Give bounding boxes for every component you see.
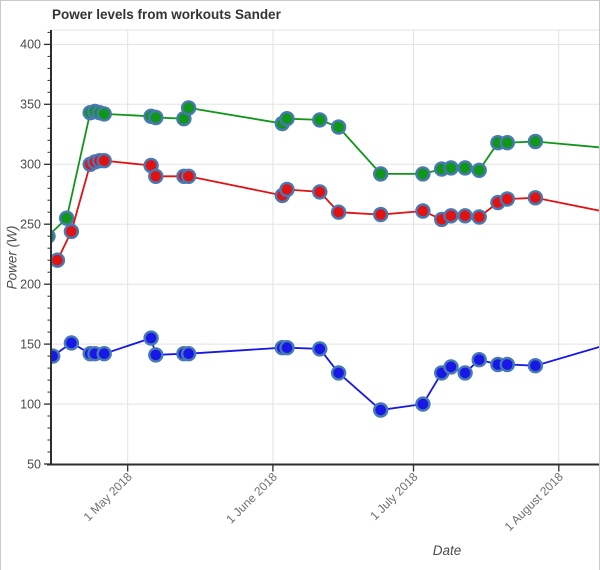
series-line-green xyxy=(51,106,599,235)
data-point-green[interactable] xyxy=(58,210,75,226)
data-point-green[interactable] xyxy=(457,160,473,176)
data-point-blue[interactable] xyxy=(457,365,473,381)
data-point-red[interactable] xyxy=(279,181,295,198)
data-point-green[interactable] xyxy=(148,109,164,126)
data-point-blue[interactable] xyxy=(443,359,459,375)
data-point-red[interactable] xyxy=(312,184,328,200)
y-tick-label: 350 xyxy=(20,98,41,112)
data-point-blue[interactable] xyxy=(312,341,328,357)
data-point-red[interactable] xyxy=(443,208,459,224)
data-point-blue[interactable] xyxy=(499,356,515,373)
data-point-blue[interactable] xyxy=(148,347,164,363)
data-point-blue[interactable] xyxy=(527,358,544,374)
data-point-red[interactable] xyxy=(96,152,112,169)
data-point-green[interactable] xyxy=(471,162,487,179)
data-point-blue[interactable] xyxy=(471,352,487,368)
gridlines xyxy=(51,29,599,463)
data-point-red[interactable] xyxy=(51,252,66,268)
data-point-red[interactable] xyxy=(457,208,473,224)
data-point-red[interactable] xyxy=(180,168,197,185)
x-tick-label-group: 1 May 2018 xyxy=(81,469,135,523)
data-point-blue[interactable] xyxy=(415,396,431,412)
data-point-red[interactable] xyxy=(527,190,544,206)
y-tick-label: 100 xyxy=(20,397,41,411)
axes: 50 100 150 200 250 300 350 400 1 May 2018 1 June … xyxy=(20,30,599,534)
data-point-blue[interactable] xyxy=(330,365,347,381)
x-tick-label: 1 August 2018 xyxy=(502,469,566,533)
y-tick-label: 250 xyxy=(20,218,41,232)
data-point-green[interactable] xyxy=(180,100,197,116)
data-point-green[interactable] xyxy=(527,133,544,150)
y-tick-label: 400 xyxy=(20,38,41,52)
data-point-blue[interactable] xyxy=(373,402,389,418)
series-group xyxy=(46,100,599,418)
data-point-red[interactable] xyxy=(63,223,80,240)
y-tick-label: 50 xyxy=(27,457,41,471)
data-point-red[interactable] xyxy=(148,168,164,185)
chart-title: Power levels from workouts Sander xyxy=(52,7,281,22)
x-tick-label: 1 July 2018 xyxy=(367,470,421,524)
data-point-green[interactable] xyxy=(443,160,459,176)
x-tick-label-group: 1 August 2018 xyxy=(502,469,566,533)
data-point-blue[interactable] xyxy=(46,348,61,364)
data-point-red[interactable] xyxy=(499,191,515,207)
data-point-green[interactable] xyxy=(499,134,515,151)
y-tick-label: 200 xyxy=(20,277,41,291)
data-point-blue[interactable] xyxy=(96,346,112,362)
data-point-green[interactable] xyxy=(373,166,389,182)
x-tick-label-group: 1 July 2018 xyxy=(367,470,421,524)
data-point-red[interactable] xyxy=(373,206,389,223)
data-point-blue[interactable] xyxy=(143,330,159,346)
data-point-red[interactable] xyxy=(330,204,347,220)
data-point-red[interactable] xyxy=(415,203,431,219)
data-point-green[interactable] xyxy=(330,119,347,135)
y-tick-label: 300 xyxy=(20,158,41,172)
data-point-blue[interactable] xyxy=(63,335,80,351)
x-tick-label: 1 June 2018 xyxy=(223,469,280,526)
data-point-green[interactable] xyxy=(279,110,295,127)
y-axis-title: Power (W) xyxy=(4,225,20,290)
data-point-blue[interactable] xyxy=(180,346,197,362)
x-axis-title: Date xyxy=(432,543,462,558)
data-point-green[interactable] xyxy=(415,166,431,182)
data-point-red[interactable] xyxy=(471,209,487,225)
x-tick-label-group: 1 June 2018 xyxy=(223,469,280,526)
series-line-red xyxy=(56,159,599,261)
data-point-green[interactable] xyxy=(312,112,328,128)
x-tick-label: 1 May 2018 xyxy=(81,469,135,523)
y-tick-label: 150 xyxy=(20,337,41,351)
data-point-green[interactable] xyxy=(96,106,112,122)
data-point-blue[interactable] xyxy=(279,340,295,356)
